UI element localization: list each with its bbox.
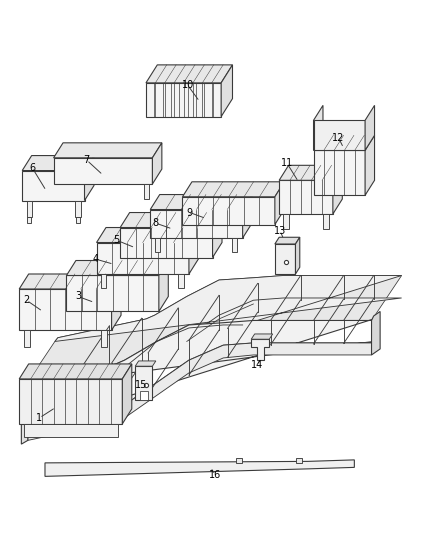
Polygon shape [314,120,365,150]
Text: 14: 14 [251,360,263,370]
Polygon shape [28,343,371,440]
Text: 1: 1 [36,413,42,423]
Text: 16: 16 [209,470,222,480]
Polygon shape [275,244,296,274]
Polygon shape [55,276,402,383]
Text: 8: 8 [152,218,159,228]
Polygon shape [45,460,354,477]
Polygon shape [314,106,323,150]
Polygon shape [279,165,343,180]
Polygon shape [67,276,159,311]
Polygon shape [365,106,374,150]
Polygon shape [96,228,198,243]
Polygon shape [314,135,374,150]
Polygon shape [279,180,333,214]
Polygon shape [236,458,242,463]
Polygon shape [53,158,152,184]
Polygon shape [212,213,222,257]
Polygon shape [150,209,243,238]
Text: 2: 2 [23,295,30,305]
Polygon shape [323,214,328,229]
Polygon shape [275,237,300,244]
Polygon shape [85,156,94,200]
Polygon shape [112,274,121,330]
Polygon shape [146,65,233,83]
Polygon shape [178,274,184,288]
Text: 12: 12 [332,133,345,143]
Polygon shape [120,213,222,228]
Polygon shape [21,377,28,444]
Text: 3: 3 [75,292,81,302]
Polygon shape [150,195,252,209]
Polygon shape [24,424,118,438]
Polygon shape [19,379,122,424]
Polygon shape [159,261,168,311]
Polygon shape [275,182,284,224]
Polygon shape [221,65,233,117]
Polygon shape [297,458,302,463]
Polygon shape [243,195,252,238]
Polygon shape [75,200,81,217]
Polygon shape [296,237,300,274]
Polygon shape [25,276,402,386]
Polygon shape [67,261,168,276]
Polygon shape [189,228,198,274]
Polygon shape [144,184,149,199]
Text: 5: 5 [113,235,120,245]
Polygon shape [101,330,107,346]
Polygon shape [101,274,106,288]
Text: 6: 6 [29,163,35,173]
Polygon shape [152,143,162,184]
Polygon shape [140,391,148,400]
Polygon shape [251,334,273,339]
Polygon shape [365,135,374,195]
Polygon shape [122,364,132,424]
Polygon shape [53,143,162,158]
Polygon shape [183,197,275,224]
Polygon shape [251,339,269,360]
Polygon shape [183,182,284,197]
Text: 10: 10 [181,80,194,90]
Polygon shape [155,238,160,252]
Polygon shape [24,330,29,346]
Text: 13: 13 [274,225,286,236]
Polygon shape [27,200,32,217]
Text: 11: 11 [281,158,293,168]
Polygon shape [135,366,152,400]
Polygon shape [120,228,212,257]
Polygon shape [22,156,94,171]
Text: 7: 7 [84,155,90,165]
Polygon shape [76,217,80,223]
Text: 15: 15 [134,380,147,390]
Polygon shape [19,274,121,289]
Polygon shape [371,311,380,355]
Polygon shape [232,238,237,252]
Polygon shape [314,150,365,195]
Polygon shape [135,361,156,366]
Polygon shape [19,289,112,330]
Text: 9: 9 [187,207,193,217]
Polygon shape [22,171,85,200]
Polygon shape [283,214,289,229]
Polygon shape [27,217,31,223]
Text: 4: 4 [92,254,98,264]
Polygon shape [146,83,221,117]
Polygon shape [19,364,132,379]
Polygon shape [333,165,343,214]
Polygon shape [96,243,189,274]
Polygon shape [25,319,374,427]
